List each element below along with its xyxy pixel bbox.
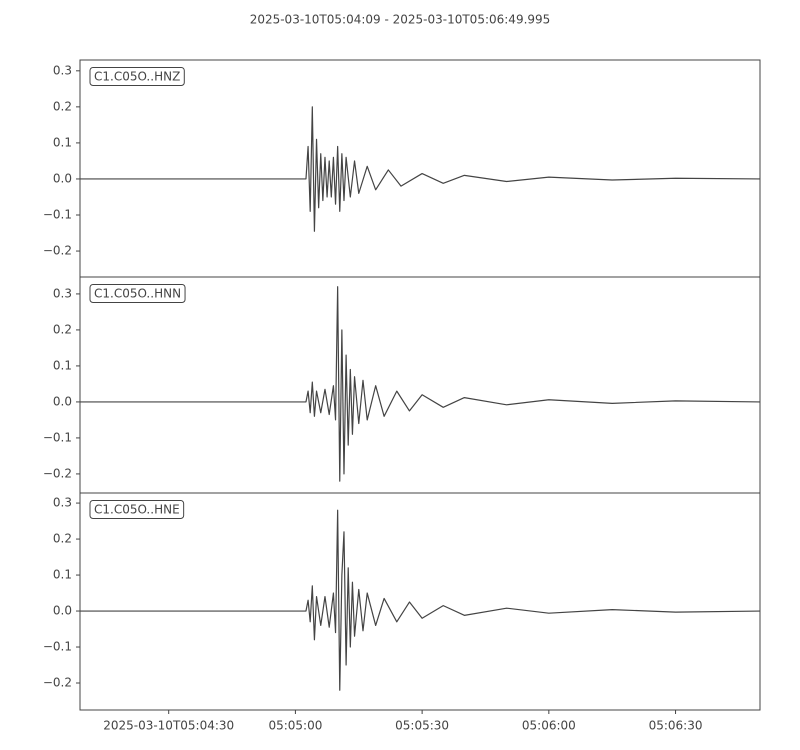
panel-frame <box>79 276 761 494</box>
y-tick-label: −0.2 <box>43 676 72 690</box>
y-tick-label: 0.1 <box>53 358 72 372</box>
waveform <box>80 106 761 232</box>
x-tick-label: 05:06:00 <box>522 719 576 733</box>
x-tick-label: 2025-03-10T05:04:30 <box>103 719 234 733</box>
y-tick-label: 0.2 <box>53 532 72 546</box>
trace-label: C1.C05O..HNZ <box>94 70 180 84</box>
y-tick-label: 0.1 <box>53 568 72 582</box>
y-tick-label: 0.1 <box>53 135 72 149</box>
panel-frame <box>79 492 761 711</box>
trace-label: C1.C05O..HNE <box>94 503 180 517</box>
y-tick-label: 0.2 <box>53 322 72 336</box>
y-tick-label: 0.0 <box>53 171 72 185</box>
y-tick-label: 0.3 <box>53 496 72 510</box>
y-tick-label: −0.1 <box>43 640 72 654</box>
trace-label-box <box>89 67 185 86</box>
trace-label: C1.C05O..HNN <box>94 287 181 301</box>
panel-frame <box>79 59 761 278</box>
y-tick-label: 0.3 <box>53 286 72 300</box>
waveform <box>80 286 761 482</box>
x-tick-label: 05:05:30 <box>395 719 449 733</box>
y-tick-label: 0.2 <box>53 99 72 113</box>
waveform <box>80 509 761 691</box>
y-tick-label: −0.1 <box>43 208 72 222</box>
x-tick-label: 05:06:30 <box>649 719 703 733</box>
y-tick-label: −0.1 <box>43 430 72 444</box>
y-tick-label: −0.2 <box>43 244 72 258</box>
y-tick-label: 0.0 <box>53 604 72 618</box>
trace-label-box <box>89 500 185 519</box>
x-tick-label: 05:05:00 <box>268 719 322 733</box>
y-tick-label: 0.0 <box>53 394 72 408</box>
trace-label-box <box>89 284 186 303</box>
time-range-title: 2025-03-10T05:04:09 - 2025-03-10T05:06:4… <box>250 13 551 27</box>
y-tick-label: 0.3 <box>53 63 72 77</box>
y-tick-label: −0.2 <box>43 466 72 480</box>
